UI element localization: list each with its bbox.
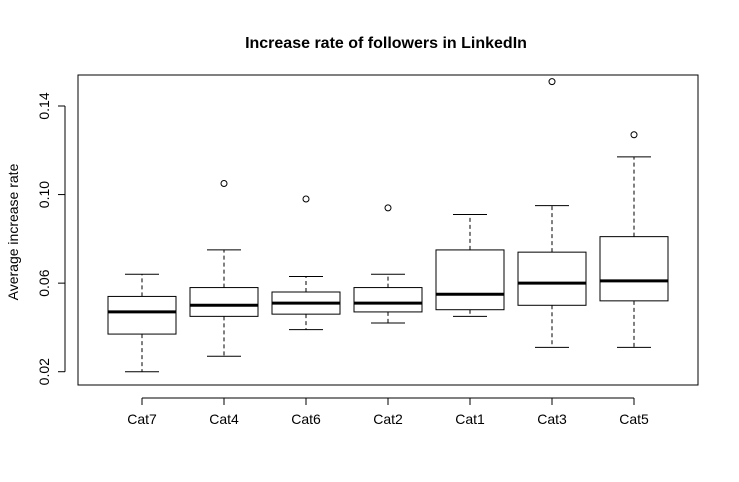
outlier-point: [220, 180, 228, 187]
outlier-point: [384, 204, 392, 212]
box-iqr: [353, 287, 423, 313]
x-tick-label: Cat4: [209, 411, 239, 427]
box-iqr: [435, 249, 505, 311]
x-tick-label: Cat2: [373, 411, 403, 427]
box-iqr: [599, 236, 669, 302]
y-tick-label: 0.02: [36, 358, 52, 385]
y-axis-label: Average increase rate: [5, 163, 21, 300]
x-tick-label: Cat5: [619, 411, 649, 427]
outlier-point: [302, 195, 310, 203]
box-iqr: [189, 287, 259, 317]
y-tick-label: 0.06: [36, 269, 52, 296]
plot-frame: [77, 74, 699, 386]
plot-area: 0.02 0.06 0.10 0.14 Cat7 Cat4 Cat6 Cat2 Cat1 Cat3…: [36, 74, 699, 427]
x-tick-label: Cat6: [291, 411, 321, 427]
chart-title: Increase rate of followers in LinkedIn: [245, 35, 527, 52]
y-tick-label: 0.14: [36, 92, 52, 119]
x-tick-label: Cat1: [455, 411, 485, 427]
x-tick-label: Cat7: [127, 411, 157, 427]
box-iqr: [107, 295, 177, 335]
y-tick-label: 0.10: [36, 181, 52, 208]
outlier-point: [630, 131, 638, 139]
outlier-point: [548, 78, 556, 86]
x-tick-label: Cat3: [537, 411, 567, 427]
box-iqr: [517, 251, 587, 306]
